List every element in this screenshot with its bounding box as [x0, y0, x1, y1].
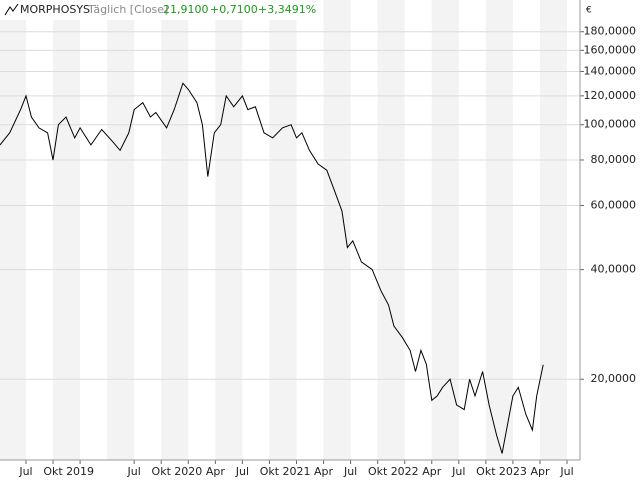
- quarter-band: [0, 0, 26, 460]
- change-pct: +3,3491%: [258, 3, 316, 16]
- quarter-band: [512, 0, 540, 460]
- x-tick-label: Okt: [260, 465, 280, 478]
- instrument-name: MORPHOSYS: [20, 3, 90, 16]
- quarter-band: [215, 0, 243, 460]
- currency: €: [586, 6, 592, 16]
- quarter-band: [296, 0, 324, 460]
- quarter-band: [377, 0, 405, 460]
- quarter-band: [53, 0, 81, 460]
- quarter-band: [269, 0, 297, 460]
- y-tick-label: 20,0000: [591, 372, 637, 385]
- header-bg: [0, 0, 315, 20]
- price-line: [0, 82, 544, 454]
- quarter-band: [80, 0, 108, 460]
- x-tick-label: 2021: [282, 465, 310, 478]
- bands: [0, 0, 580, 460]
- x-tick-label: Jul: [18, 465, 32, 478]
- x-tick-label: Jul: [235, 465, 249, 478]
- interval-label: Täglich [Close]: [87, 3, 168, 16]
- last-price: 21,9100: [163, 3, 209, 16]
- x-tick-label: 2023: [499, 465, 527, 478]
- x-tick-label: Jul: [343, 465, 357, 478]
- y-tick-label: 140,0000: [584, 64, 637, 77]
- x-tick-label: Okt: [43, 465, 63, 478]
- quarter-band: [25, 0, 54, 460]
- y-tick-label: 80,0000: [591, 153, 637, 166]
- quarter-band: [567, 0, 580, 460]
- quarter-band: [485, 0, 513, 460]
- x-tick-label: Apr: [314, 465, 334, 478]
- quarter-band: [242, 0, 270, 460]
- x-tick-label: 2022: [391, 465, 419, 478]
- quarter-band: [323, 0, 351, 460]
- x-tick-label: Okt: [368, 465, 388, 478]
- grid: [0, 31, 584, 464]
- y-tick-label: 40,0000: [591, 263, 637, 276]
- quarter-band: [458, 0, 486, 460]
- line-icon: [4, 3, 19, 16]
- quarter-band: [539, 0, 568, 460]
- change: +0,7100: [210, 3, 258, 16]
- x-tick-label: Okt: [152, 465, 172, 478]
- quarter-band: [161, 0, 189, 460]
- y-tick-label: 180,0000: [584, 25, 637, 38]
- x-tick-label: Apr: [206, 465, 226, 478]
- x-tick-label: 2020: [174, 465, 202, 478]
- x-tick-label: Apr: [530, 465, 550, 478]
- x-tick-label: Jul: [127, 465, 141, 478]
- quarter-band: [431, 0, 459, 460]
- quarter-band: [107, 0, 135, 460]
- y-tick-label: 120,0000: [584, 89, 637, 102]
- x-tick-label: Jul: [559, 465, 573, 478]
- quarter-band: [134, 0, 162, 460]
- quarter-band: [188, 0, 216, 460]
- x-tick-label: 2019: [66, 465, 94, 478]
- x-tick-label: Apr: [422, 465, 442, 478]
- plot: [0, 82, 544, 454]
- quarter-band: [404, 0, 432, 460]
- quarter-band: [350, 0, 378, 460]
- y-tick-label: 100,0000: [584, 118, 637, 131]
- x-tick-label: Jul: [451, 465, 465, 478]
- y-tick-label: 160,0000: [584, 43, 637, 56]
- x-tick-label: Okt: [476, 465, 496, 478]
- y-tick-label: 60,0000: [591, 198, 637, 211]
